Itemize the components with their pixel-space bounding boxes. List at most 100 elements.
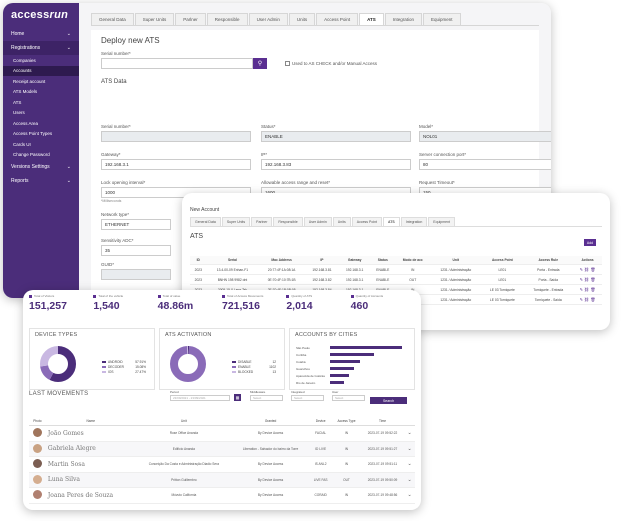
tab-responsible[interactable]: Responsible (273, 217, 303, 226)
column-header[interactable]: Unit (135, 417, 233, 426)
status-input[interactable]: ENABLE (261, 131, 411, 142)
tab-ats[interactable]: ATS (359, 13, 384, 25)
ip-input[interactable]: 192.168.3.83 (261, 159, 411, 170)
sidebar-item-home[interactable]: Home ⌄ (3, 27, 79, 41)
sidebar-item-companies[interactable]: Companies (3, 55, 79, 66)
table-row[interactable]: João Gomes Rose Office Ananda By Device Ac… (29, 425, 415, 442)
model-input[interactable]: NOL01 (419, 131, 551, 142)
tab-access-point[interactable]: Access Point (316, 13, 359, 25)
column-header[interactable]: Device (309, 417, 333, 426)
column-header[interactable]: Time (360, 417, 405, 426)
column-header[interactable]: Mac Address (258, 256, 305, 265)
sidebar-item-receipt-account[interactable]: Receipt account (3, 76, 79, 87)
trash-icon[interactable]: 🗑 (590, 287, 596, 292)
link-icon[interactable]: ⛓ (584, 277, 591, 282)
calendar-button[interactable]: ▦ (234, 394, 241, 401)
link-icon[interactable]: ⛓ (584, 287, 591, 292)
sidebar-item-registrations[interactable]: Registrations ⌄ (3, 41, 79, 55)
column-header[interactable]: Access Type (332, 417, 361, 426)
search-button[interactable]: ⚲ (253, 58, 267, 69)
trash-icon[interactable]: 🗑 (590, 277, 596, 282)
sensitivity-input[interactable]: 35 (101, 245, 171, 256)
expand-cell[interactable]: ⌄ (404, 487, 415, 504)
tab-integration[interactable]: Integration (400, 217, 428, 226)
donut-slice (40, 346, 76, 382)
sidebar-item-access-point-types[interactable]: Access Point Types (3, 129, 79, 140)
user-select[interactable]: Select (332, 395, 365, 401)
search-button[interactable]: Search (370, 397, 407, 404)
serial-input[interactable] (101, 58, 253, 69)
edit-icon[interactable]: ✎ (579, 267, 585, 272)
chevron-down-icon[interactable]: ⌄ (407, 445, 412, 452)
tab-responsible[interactable]: Responsible (206, 13, 248, 25)
tab-general-data[interactable]: General Data (91, 13, 134, 25)
sidebar-item-users[interactable]: Users (3, 108, 79, 119)
gateway-input[interactable]: 192.168.3.1 (101, 159, 251, 170)
column-header[interactable]: IP (304, 256, 339, 265)
expand-cell[interactable]: ⌄ (404, 425, 415, 442)
tab-user-admin[interactable]: User Admin (248, 13, 288, 25)
middleware-select[interactable]: Select (250, 395, 283, 401)
tab-general-data[interactable]: General Data (190, 217, 221, 226)
sidebar-item-change-password[interactable]: Change Password (3, 150, 79, 161)
table-row[interactable]: Joana Peres de Souza Móvuto California By … (29, 487, 415, 504)
sidebar-item-accounts[interactable]: Accounts (3, 65, 79, 76)
edit-icon[interactable]: ✎ (579, 297, 585, 302)
tab-super-units[interactable]: Super Units (134, 13, 175, 25)
tab-access-point[interactable]: Access Point (351, 217, 382, 226)
column-header[interactable]: Granted (232, 417, 310, 426)
column-header[interactable]: ID (190, 256, 207, 265)
chevron-down-icon[interactable]: ⌄ (407, 476, 412, 483)
tab-parlner[interactable]: Parlner (251, 217, 273, 226)
tab-equipment[interactable]: Equipment (423, 13, 461, 25)
column-header[interactable]: Actions (573, 256, 602, 265)
tab-super-units[interactable]: Super Units (221, 217, 251, 226)
add-button[interactable]: Add (584, 239, 596, 246)
integrated-select[interactable]: Select (291, 395, 324, 401)
link-icon[interactable]: ⛓ (584, 267, 591, 272)
tab-units[interactable]: Units (332, 217, 351, 226)
table-row[interactable]: Luna Silva Pritton Guillembro By Device Ac… (29, 472, 415, 488)
trash-icon[interactable]: 🗑 (590, 297, 596, 302)
tab-parlner[interactable]: Parlner (175, 13, 206, 25)
used-checkbox[interactable] (285, 61, 290, 66)
lock-input[interactable]: 1000 (101, 187, 251, 198)
column-header[interactable]: Gateway (338, 256, 371, 265)
serial-input[interactable] (101, 131, 251, 142)
chevron-down-icon[interactable]: ⌄ (407, 461, 412, 468)
column-header[interactable]: Serial (206, 256, 259, 265)
sidebar-item-access-area[interactable]: Access Area (3, 118, 79, 129)
sidebar-item-reports[interactable]: Reports ⌄ (3, 174, 79, 188)
chevron-down-icon[interactable]: ⌄ (407, 492, 412, 499)
tab-units[interactable]: Units (288, 13, 316, 25)
table-row[interactable]: Martin Sosa Conceição Da Costa e Administ… (29, 456, 415, 473)
link-icon[interactable]: ⛓ (584, 297, 591, 302)
column-header[interactable]: Access Point (481, 256, 524, 265)
table-row[interactable]: Gabriela Alegre Edifício Ananda Liberation… (29, 441, 415, 457)
chevron-down-icon[interactable]: ⌄ (407, 430, 412, 437)
guid-input[interactable] (101, 269, 171, 280)
expand-cell[interactable]: ⌄ (404, 441, 415, 457)
sidebar-item-ats-models[interactable]: ATS Models (3, 87, 79, 98)
tab-user-admin[interactable]: User Admin (303, 217, 332, 226)
network-input[interactable]: ETHERNET (101, 219, 171, 230)
edit-icon[interactable]: ✎ (579, 277, 585, 282)
column-header[interactable]: Status (370, 256, 396, 265)
column-header[interactable]: Unit (430, 256, 482, 265)
column-header[interactable]: Modo de acc (395, 256, 431, 265)
column-header[interactable]: Name (45, 417, 136, 426)
expand-cell[interactable]: ⌄ (404, 472, 415, 488)
trash-icon[interactable]: 🗑 (590, 267, 596, 272)
tab-integration[interactable]: Integration (384, 13, 423, 25)
sidebar-item-ats[interactable]: ATS (3, 97, 79, 108)
sidebar-item-versions-settings[interactable]: Versions Settings ⌄ (3, 160, 79, 174)
port-input[interactable]: 80 (419, 159, 551, 170)
sidebar-item-cards-ui[interactable]: Cards UI (3, 139, 79, 150)
tab-ats[interactable]: ATS (383, 217, 400, 226)
edit-icon[interactable]: ✎ (579, 287, 585, 292)
expand-cell[interactable]: ⌄ (404, 456, 415, 473)
period-input[interactable]: 23/09/2021 - 23/09/2021 (170, 395, 230, 401)
tab-equipment[interactable]: Equipment (428, 217, 456, 226)
column-header[interactable]: Photo (29, 417, 46, 426)
column-header[interactable]: Access Rule (523, 256, 574, 265)
